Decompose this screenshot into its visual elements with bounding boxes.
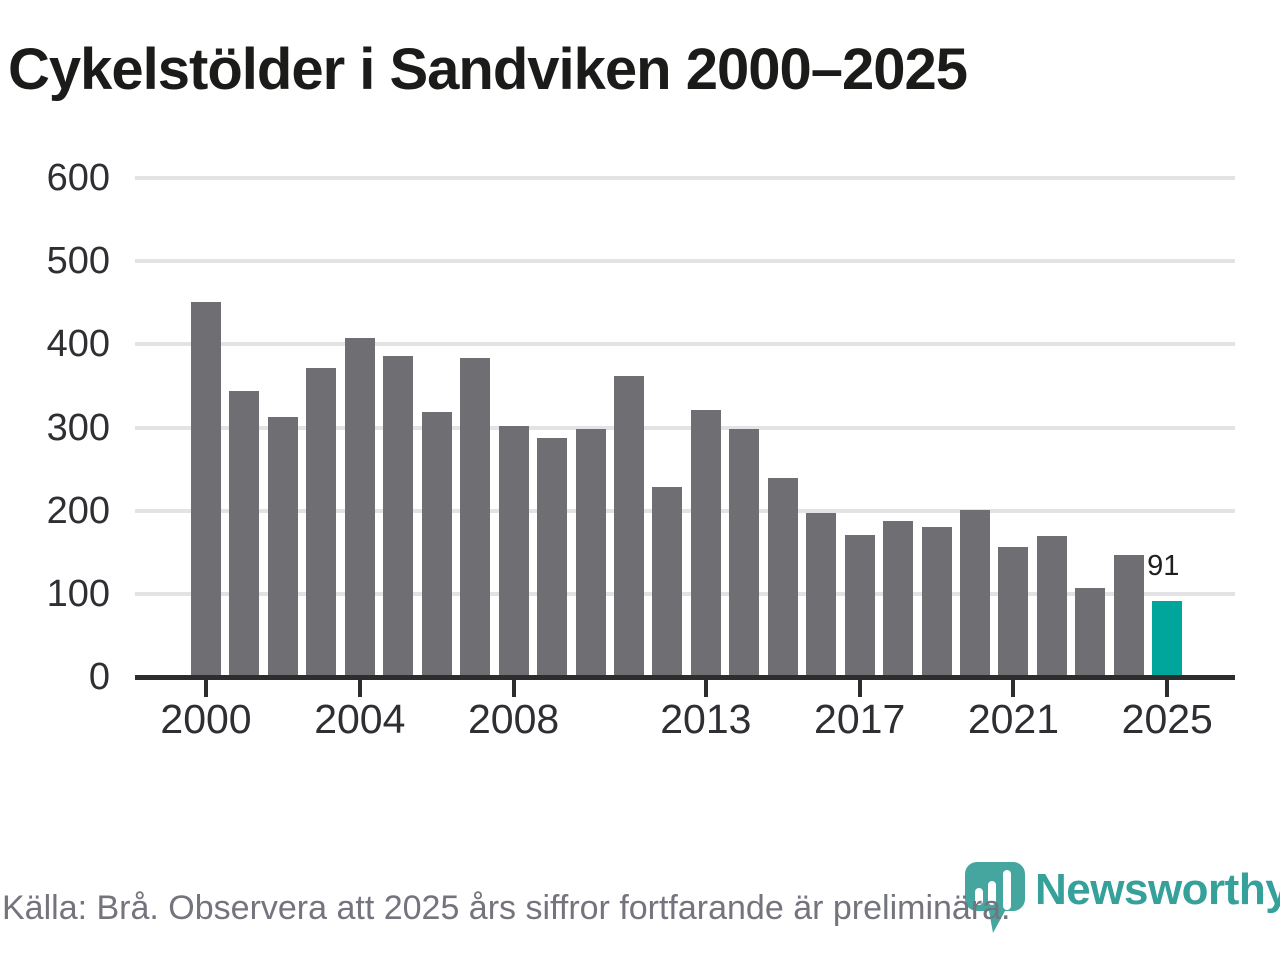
gridline-y-300 [135, 425, 1235, 430]
value-label-2025: 91 [1147, 550, 1180, 582]
bar-2015 [767, 478, 798, 679]
bar-2010 [575, 429, 606, 679]
gridline-y-400 [135, 342, 1235, 347]
gridline-y-200 [135, 508, 1235, 513]
bar-2012 [652, 487, 683, 679]
bar-2013 [690, 410, 721, 679]
y-axis-label-300: 300 [46, 406, 110, 449]
y-axis-label-500: 500 [46, 240, 110, 283]
x-axis-line [135, 675, 1235, 680]
x-tick-2013 [703, 680, 708, 697]
bar-2017 [844, 534, 875, 679]
bar-2004 [344, 337, 375, 679]
gridline-y-100 [135, 591, 1235, 596]
bar-2002 [267, 416, 298, 679]
y-axis-label-0: 0 [88, 656, 110, 698]
y-axis-label-600: 600 [46, 157, 110, 199]
bar-2014 [729, 429, 760, 679]
bar-2018 [883, 520, 914, 679]
source-note: Källa: Brå. Observera att 2025 års siffr… [2, 889, 1011, 927]
x-axis-label-2025: 2025 [1121, 696, 1213, 742]
newsworthy-bubble-chart-icon [965, 862, 1025, 933]
x-tick-2000 [204, 680, 208, 697]
bar-2009 [537, 438, 568, 679]
x-tick-2025 [1165, 680, 1170, 697]
x-axis-label-2013: 2013 [660, 696, 752, 742]
bar-2025 [1152, 601, 1183, 679]
x-tick-2008 [511, 680, 516, 697]
x-axis-label-2000: 2000 [160, 696, 252, 742]
x-tick-2017 [857, 680, 862, 697]
y-axis-label-400: 400 [46, 323, 110, 366]
chart-title: Cykelstölder i Sandviken 2000–2025 [8, 37, 968, 102]
bar-2020 [960, 509, 990, 679]
bar-2007 [460, 358, 491, 679]
x-axis-label-2008: 2008 [467, 696, 560, 742]
bar-2001 [229, 390, 260, 679]
bar-2008 [498, 425, 529, 679]
bar-2024 [1113, 554, 1144, 679]
newsworthy-logo: Newsworthy [963, 858, 1280, 938]
newsworthy-wordmark: Newsworthy [1035, 865, 1280, 914]
gridline-y-500 [135, 259, 1235, 264]
bar-2006 [421, 411, 452, 679]
bar-2005 [383, 355, 414, 679]
bar-2019 [921, 527, 952, 679]
x-axis-label-2004: 2004 [314, 696, 406, 742]
y-axis-label-200: 200 [46, 489, 110, 532]
bar-2000 [191, 301, 221, 679]
bar-2016 [806, 513, 837, 679]
bar-2011 [613, 375, 644, 679]
bar-2023 [1075, 588, 1106, 679]
x-axis-label-2021: 2021 [967, 696, 1060, 742]
x-tick-2021 [1011, 680, 1016, 697]
bar-2022 [1036, 535, 1067, 679]
x-axis-label-2017: 2017 [814, 696, 906, 742]
y-axis-label-100: 100 [46, 572, 110, 615]
bar-2003 [306, 367, 337, 679]
gridline-y-600 [135, 176, 1235, 180]
x-tick-2004 [357, 680, 362, 697]
bar-2021 [998, 547, 1029, 679]
